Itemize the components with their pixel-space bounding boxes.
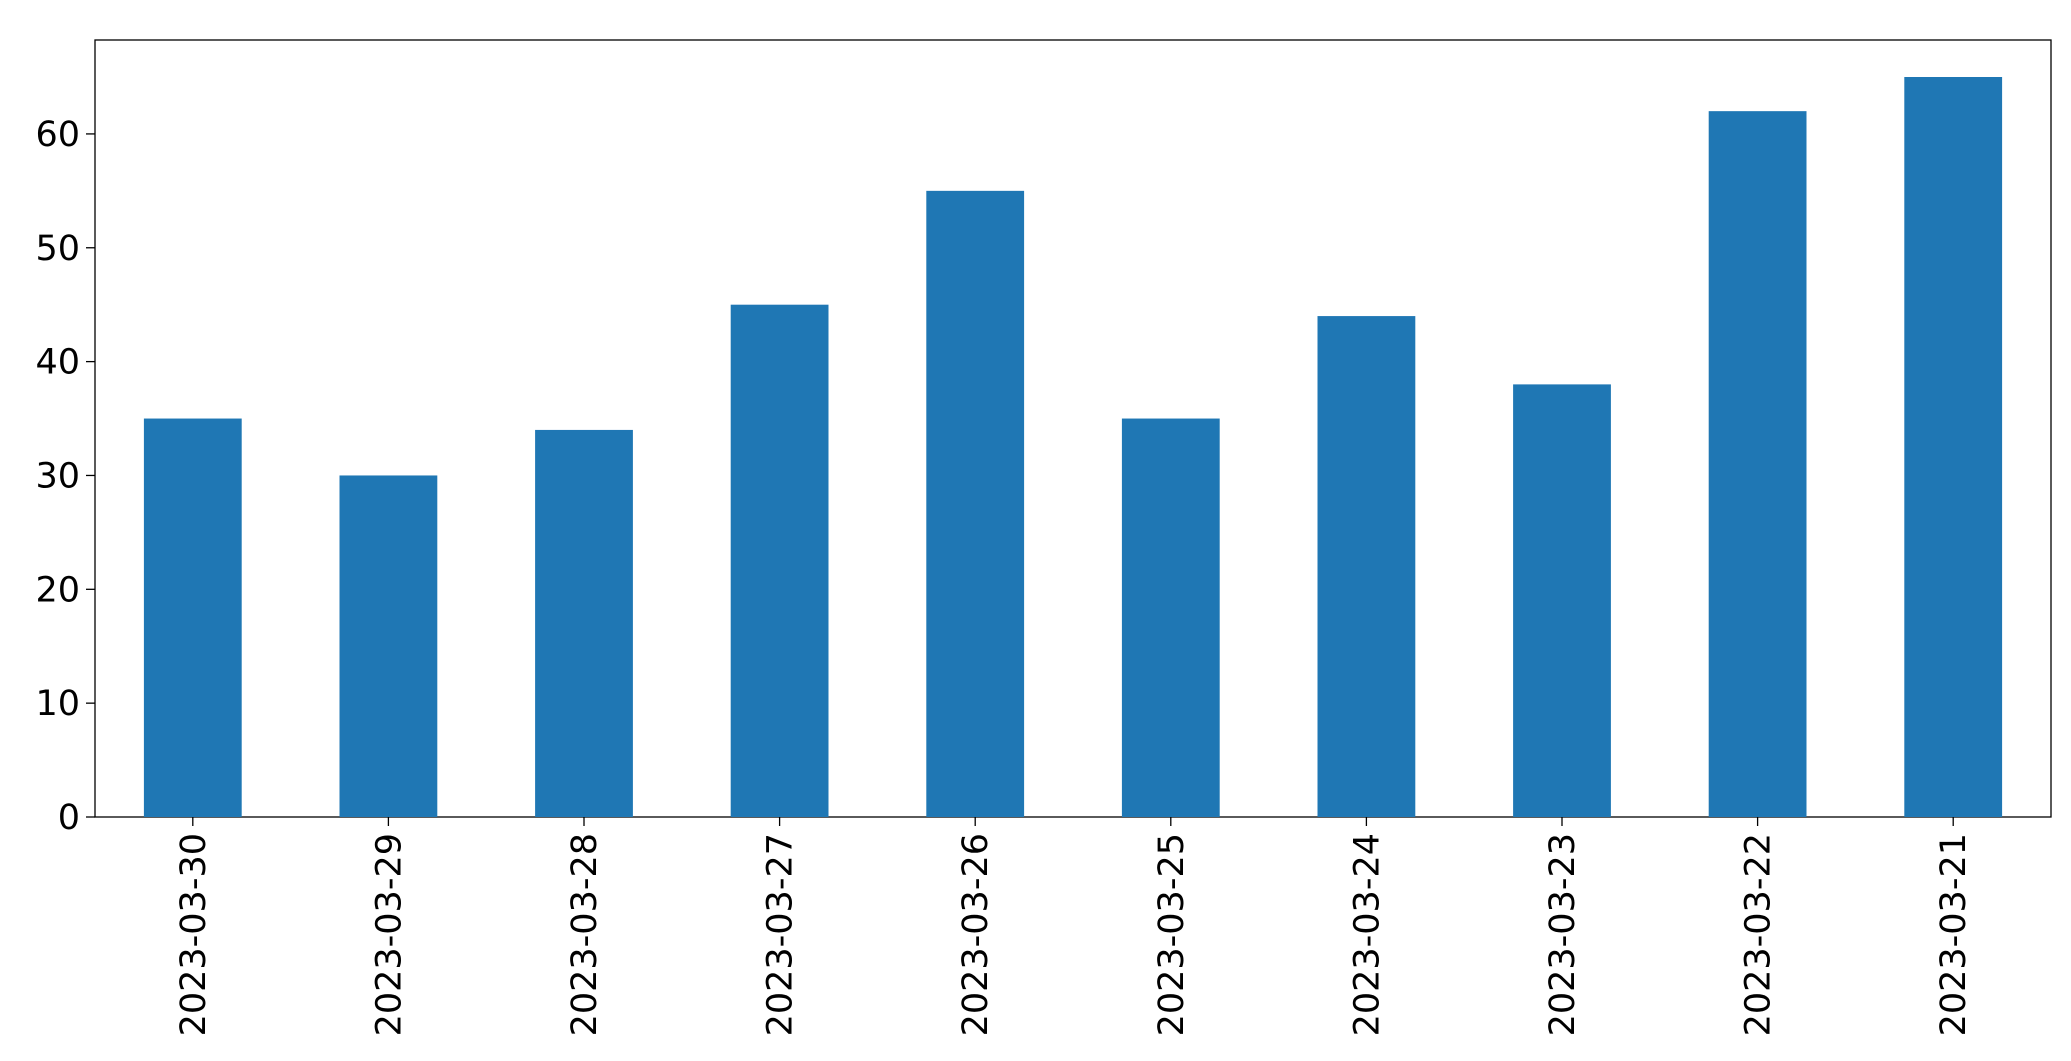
bar — [1121, 418, 1220, 817]
y-tick-label: 0 — [58, 798, 80, 838]
bar — [926, 190, 1025, 817]
bar — [1513, 384, 1611, 817]
x-tick-label: 2023-03-22 — [1739, 833, 1779, 1036]
x-tick-label: 2023-03-29 — [369, 833, 409, 1036]
bar — [1904, 77, 2003, 817]
y-tick-label: 30 — [35, 456, 80, 496]
x-tick-label: 2023-03-28 — [565, 833, 605, 1036]
x-tick-label: 2023-03-21 — [1934, 833, 1974, 1036]
x-tick-label: 2023-03-30 — [174, 833, 214, 1036]
bar — [730, 304, 829, 817]
x-tick-label: 2023-03-25 — [1152, 833, 1192, 1036]
bar — [1317, 316, 1416, 817]
x-tick-label: 2023-03-24 — [1347, 833, 1387, 1036]
bar — [143, 418, 242, 817]
plot-frame — [94, 39, 2052, 818]
y-tick-label: 10 — [35, 684, 80, 724]
bar — [339, 475, 438, 817]
y-tick-label: 20 — [35, 570, 80, 610]
bar — [1708, 111, 1807, 817]
x-tick-label: 2023-03-27 — [761, 833, 801, 1036]
x-tick-label: 2023-03-23 — [1543, 833, 1583, 1036]
bar — [535, 429, 633, 817]
y-tick-label: 50 — [35, 229, 80, 269]
y-tick-label: 40 — [35, 343, 80, 383]
x-tick-label: 2023-03-26 — [956, 833, 996, 1036]
y-tick-label: 60 — [35, 115, 80, 155]
